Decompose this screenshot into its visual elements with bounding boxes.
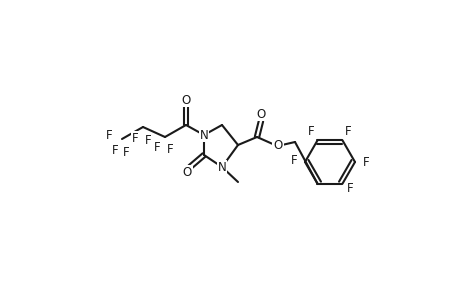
Text: F: F — [344, 125, 351, 138]
Text: N: N — [217, 160, 226, 173]
Text: F: F — [347, 182, 353, 195]
Text: O: O — [182, 166, 191, 178]
Text: F: F — [153, 140, 160, 154]
Text: F: F — [290, 154, 297, 166]
Text: F: F — [112, 143, 118, 157]
Text: F: F — [166, 142, 173, 155]
Text: N: N — [199, 128, 208, 142]
Text: O: O — [273, 139, 282, 152]
Text: O: O — [256, 107, 265, 121]
Text: F: F — [131, 131, 138, 145]
Text: F: F — [362, 155, 369, 169]
Text: F: F — [106, 128, 112, 142]
Text: F: F — [308, 125, 314, 138]
Text: F: F — [123, 146, 129, 158]
Text: O: O — [181, 94, 190, 106]
Text: F: F — [145, 134, 151, 146]
